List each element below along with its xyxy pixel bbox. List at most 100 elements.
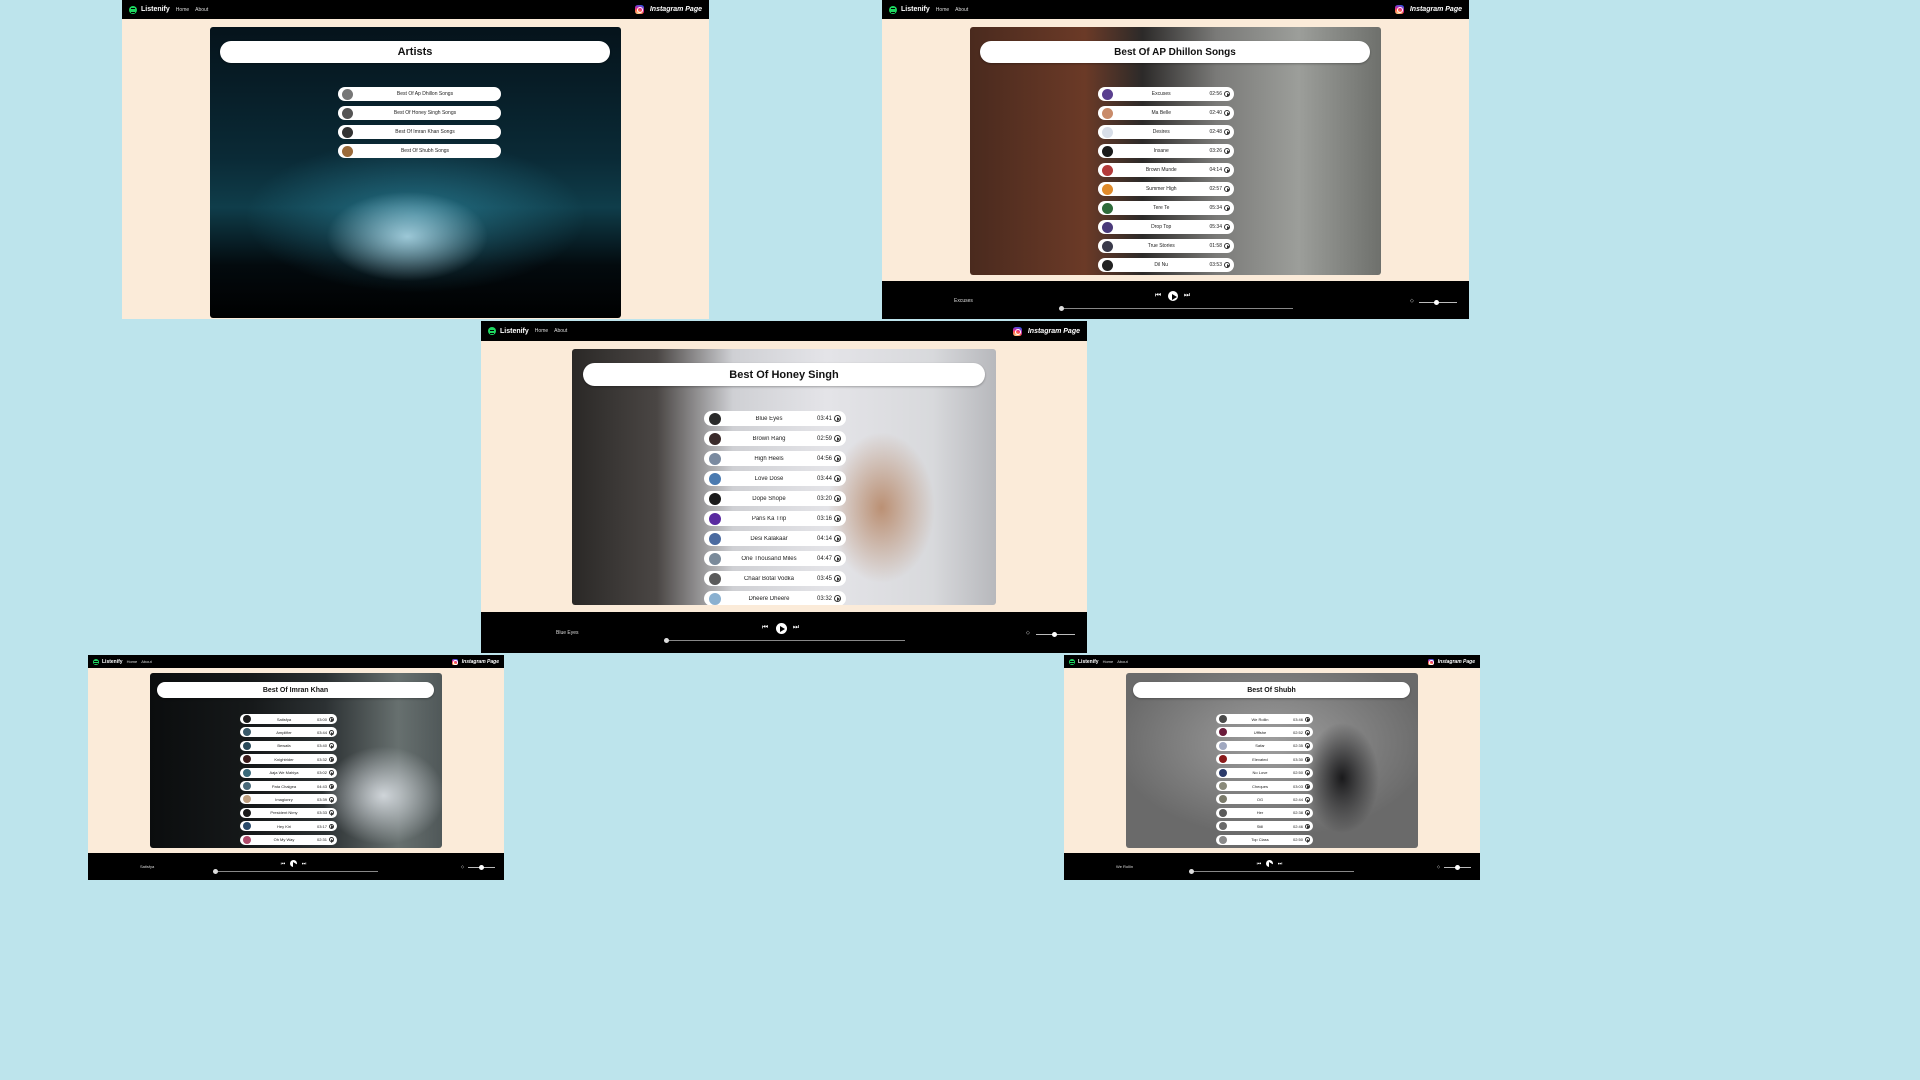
song-play-icon[interactable] [834,435,841,442]
artist-item-shubh[interactable]: Best Of Shubh Songs [338,144,501,158]
next-icon[interactable]: ⏭ [301,860,307,867]
listenify-logo-icon[interactable] [93,658,99,665]
song-item[interactable]: Chaar Botal Vodka 03:45 [704,571,846,586]
volume-slider[interactable] [1419,300,1457,305]
artist-item-imran-khan[interactable]: Best Of Imran Khan Songs [338,125,501,139]
song-play-icon[interactable] [1305,810,1311,817]
song-item[interactable]: Paris Ka Trip 03:16 [704,511,846,526]
song-item[interactable]: Knightrider 03:32 [240,754,337,765]
song-item[interactable]: Drop Top 05:34 [1098,220,1234,234]
next-icon[interactable]: ⏭ [792,624,800,631]
artist-item-honey-singh[interactable]: Best Of Honey Singh Songs [338,106,501,120]
song-item[interactable]: President Nimy 03:33 [240,807,337,818]
song-item[interactable]: Elevated 03:30 [1216,754,1313,765]
song-play-icon[interactable] [329,716,335,723]
play-button[interactable] [1266,860,1274,868]
song-item[interactable]: Dil Nu 03:53 [1098,258,1234,272]
song-item[interactable]: True Stories 01:58 [1098,239,1234,253]
volume-icon[interactable]: ◇ [461,864,465,869]
song-item[interactable]: No Love 02:50 [1216,767,1313,778]
nav-home-link[interactable]: Home [1102,659,1114,664]
nav-about-link[interactable]: About [141,659,152,664]
artist-item-ap-dhillon[interactable]: Best Of Ap Dhillon Songs [338,87,501,101]
song-play-icon[interactable] [834,475,841,482]
song-item[interactable]: Tere Te 05:34 [1098,201,1234,215]
song-item[interactable]: Safar 02:35 [1216,740,1313,751]
instagram-icon[interactable] [1012,326,1022,336]
listenify-logo-icon[interactable] [1069,658,1075,665]
nav-about-link[interactable]: About [554,328,568,334]
song-play-icon[interactable] [834,575,841,582]
volume-knob[interactable] [1454,865,1460,870]
song-item[interactable]: High Heels 04:56 [704,451,846,466]
song-play-icon[interactable] [1224,205,1230,211]
brand-name[interactable]: Listenify [1078,658,1099,665]
progress-bar[interactable] [213,869,378,874]
song-play-icon[interactable] [834,495,841,502]
song-play-icon[interactable] [329,783,335,790]
song-item[interactable]: Aaja We Mahiya 03:02 [240,767,337,778]
song-play-icon[interactable] [329,770,335,776]
song-play-icon[interactable] [834,555,841,562]
song-play-icon[interactable] [834,415,841,422]
song-play-icon[interactable] [1224,91,1230,97]
song-play-icon[interactable] [1305,796,1311,803]
instagram-icon[interactable] [634,5,644,14]
play-button[interactable] [776,623,787,634]
song-item[interactable]: Dheere Dheere 03:32 [704,591,846,605]
song-item[interactable]: Love Dose 03:44 [704,471,846,486]
next-icon[interactable]: ⏭ [1183,292,1191,299]
volume-knob[interactable] [1051,632,1057,637]
brand-name[interactable]: Listenify [901,6,930,13]
listenify-logo-icon[interactable] [488,327,496,335]
song-item[interactable]: Excuses 02:56 [1098,87,1234,101]
song-play-icon[interactable] [1305,716,1311,723]
song-play-icon[interactable] [329,837,335,843]
song-item[interactable]: Bewafa 03:40 [240,740,337,751]
song-play-icon[interactable] [1224,186,1230,192]
song-play-icon[interactable] [329,743,335,750]
volume-slider[interactable] [468,865,495,870]
progress-bar[interactable] [1189,869,1354,874]
song-play-icon[interactable] [1224,224,1230,230]
song-play-icon[interactable] [1305,837,1311,843]
progress-bar[interactable] [1059,306,1293,311]
volume-knob[interactable] [478,865,484,870]
listenify-logo-icon[interactable] [889,5,897,14]
song-item[interactable]: We Rollin 03:46 [1216,714,1313,724]
instagram-link[interactable]: Instagram Page [649,6,702,13]
song-play-icon[interactable] [1224,110,1230,116]
nav-about-link[interactable]: About [955,6,969,13]
instagram-link[interactable]: Instagram Page [1437,658,1475,665]
listenify-logo-icon[interactable] [129,5,137,14]
progress-bar[interactable] [664,638,905,643]
nav-about-link[interactable]: About [195,6,209,13]
song-play-icon[interactable] [1305,743,1311,750]
song-play-icon[interactable] [329,756,335,763]
song-play-icon[interactable] [329,796,335,803]
song-item[interactable]: One Thousand Miles 04:47 [704,551,846,566]
song-item[interactable]: Her 02:38 [1216,807,1313,818]
nav-home-link[interactable]: Home [126,659,138,664]
song-item[interactable]: Cheques 03:03 [1216,781,1313,791]
song-item[interactable]: Dope Shope 03:20 [704,491,846,506]
instagram-link[interactable]: Instagram Page [1409,6,1462,13]
song-item[interactable]: Top Class 02:50 [1216,834,1313,845]
nav-home-link[interactable]: Home [175,6,190,13]
song-item[interactable]: Desires 02:48 [1098,125,1234,139]
progress-knob[interactable] [664,638,669,643]
song-play-icon[interactable] [1305,756,1311,763]
volume-icon[interactable]: ◇ [1410,298,1414,304]
song-play-icon[interactable] [329,810,335,817]
song-play-icon[interactable] [1305,823,1311,830]
instagram-icon[interactable] [1394,5,1404,14]
song-play-icon[interactable] [1224,167,1230,173]
song-item[interactable]: Hey Kiri 03:17 [240,821,337,832]
instagram-link[interactable]: Instagram Page [1027,327,1080,335]
volume-slider[interactable] [1036,632,1075,637]
play-button[interactable] [290,860,298,868]
song-item[interactable]: Desi Kalakaar 04:14 [704,531,846,546]
volume-icon[interactable]: ◇ [1026,630,1030,636]
song-play-icon[interactable] [834,455,841,462]
song-play-icon[interactable] [1305,770,1311,776]
